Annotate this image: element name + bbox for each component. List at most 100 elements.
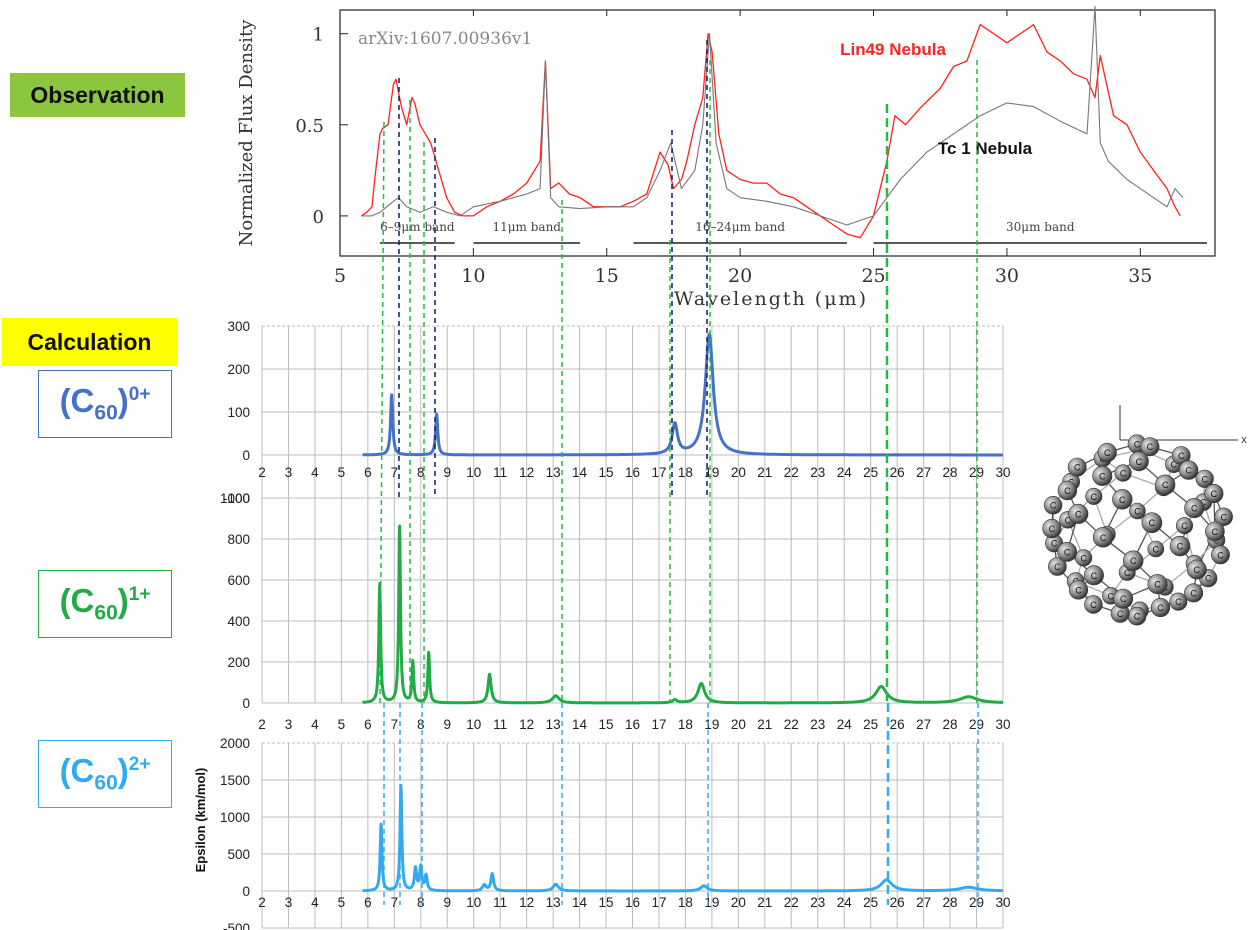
x-tick-label: 15 xyxy=(599,895,614,910)
mol-atom xyxy=(1112,489,1133,510)
mol-atom-label: C xyxy=(1190,588,1197,598)
obs-band-label: 11μm band xyxy=(492,220,561,234)
spectrum-c60-0plus xyxy=(361,332,1005,457)
x-tick-label: 5 xyxy=(338,895,346,910)
y-tick-label: -100 xyxy=(223,491,250,506)
mol-atom xyxy=(1205,521,1225,542)
x-tick-label: 27 xyxy=(916,465,931,480)
x-tick-label: 8 xyxy=(417,895,425,910)
mol-atom-label: C xyxy=(1074,463,1081,473)
mol-atom xyxy=(1084,595,1103,614)
y-tick-label: 400 xyxy=(227,614,250,629)
x-tick-label: 26 xyxy=(890,717,905,732)
x-tick-label: 21 xyxy=(757,895,772,910)
mol-atom-label: C xyxy=(1134,507,1141,517)
obs-x-tick-label: 10 xyxy=(461,265,485,287)
mol-atom xyxy=(1057,542,1078,562)
obs-series-lin49 xyxy=(360,23,1181,239)
x-tick-label: 20 xyxy=(731,895,746,910)
y-tick-label: 500 xyxy=(227,847,250,862)
mol-atom xyxy=(1129,451,1149,472)
mol-atom-label: C xyxy=(1124,568,1131,578)
x-tick-label: 26 xyxy=(890,895,905,910)
mol-atom-label: C xyxy=(1181,521,1188,531)
mol-atom xyxy=(1184,498,1205,519)
mol-atom-label: C xyxy=(1205,574,1212,584)
x-tick-label: 10 xyxy=(466,717,481,732)
mol-atom-label: C xyxy=(1149,518,1156,528)
mol-atom-label: C xyxy=(1104,448,1111,458)
c60-molecule: xCCCCCCCCCCCCCCCCCCCCCCCCCCCCCCCCCCCCCCC… xyxy=(1042,405,1247,626)
x-tick-label: 14 xyxy=(572,717,588,732)
x-tick-label: 19 xyxy=(704,717,719,732)
x-tick-label: 5 xyxy=(338,465,346,480)
x-tick-label: 6 xyxy=(364,465,372,480)
mol-atom-label: C xyxy=(1154,580,1161,590)
x-tick-label: 25 xyxy=(863,895,878,910)
x-tick-label: 19 xyxy=(704,465,719,480)
obs-band-label: 6–9μm band xyxy=(380,220,455,234)
obs-y-tick-label: 1 xyxy=(313,25,324,46)
obs-band-label: 30μm band xyxy=(1006,220,1075,234)
mol-atom-label: C xyxy=(1075,509,1082,519)
x-tick-label: 22 xyxy=(784,895,799,910)
x-tick-label: 30 xyxy=(995,895,1010,910)
x-tick-label: 25 xyxy=(863,717,878,732)
mol-atom-label: C xyxy=(1217,550,1224,560)
x-tick-label: 4 xyxy=(311,717,319,732)
legend-lin49: Lin49 Nebula xyxy=(840,40,946,59)
x-tick-label: 12 xyxy=(519,465,534,480)
x-tick-label: 8 xyxy=(417,717,425,732)
mol-atom-label: C xyxy=(1191,504,1198,514)
x-tick-label: 4 xyxy=(311,465,319,480)
x-tick-label: 7 xyxy=(391,717,399,732)
x-tick-label: 17 xyxy=(651,717,666,732)
mol-atom xyxy=(1067,457,1087,477)
mol-atom-label: C xyxy=(1134,439,1141,449)
x-tick-label: 28 xyxy=(943,717,958,732)
x-tick-label: 13 xyxy=(546,465,561,480)
mol-atom xyxy=(1083,565,1104,586)
obs-series-tc1 xyxy=(361,5,1184,226)
x-tick-label: 23 xyxy=(810,895,825,910)
x-tick-label: 23 xyxy=(810,465,825,480)
obs-x-tick-label: 15 xyxy=(595,265,619,287)
y-tick-label: 2000 xyxy=(220,736,250,751)
x-tick-label: 30 xyxy=(995,717,1010,732)
obs-x-tick-label: 5 xyxy=(334,265,346,287)
mol-atom xyxy=(1097,442,1117,463)
mol-atom-label: C xyxy=(1090,600,1097,610)
x-tick-label: 9 xyxy=(443,465,451,480)
species-c60-0plus: (C60)0+ xyxy=(38,370,172,438)
mol-atom-label: C xyxy=(1134,612,1141,622)
y-tick-label: 200 xyxy=(227,362,250,377)
mol-atom-label: C xyxy=(1080,553,1087,563)
x-tick-label: 2 xyxy=(258,895,266,910)
guide-line xyxy=(379,121,385,704)
x-tick-label: 15 xyxy=(599,465,614,480)
mol-atom xyxy=(1169,592,1188,611)
legend-tc1: Tc 1 Nebula xyxy=(938,139,1033,158)
y-tick-label: 0 xyxy=(242,696,250,711)
mol-atom xyxy=(1092,527,1114,548)
mol-atom xyxy=(1074,549,1093,567)
x-tick-label: 8 xyxy=(417,465,425,480)
y-tick-label: 1000 xyxy=(220,491,250,506)
x-tick-label: 3 xyxy=(285,895,293,910)
observation-label: Observation xyxy=(10,73,185,117)
x-tick-label: 27 xyxy=(916,895,931,910)
x-tick-label: 11 xyxy=(493,895,507,910)
x-tick-label: 9 xyxy=(443,717,451,732)
mol-atom xyxy=(1186,559,1207,580)
mol-atom xyxy=(1068,503,1089,524)
mol-atom xyxy=(1147,540,1165,558)
mol-atom xyxy=(1048,557,1067,576)
mol-atom xyxy=(1140,437,1160,457)
x-tick-label: 29 xyxy=(969,465,984,480)
species-c60-2plus: (C60)2+ xyxy=(38,740,172,808)
mol-atom xyxy=(1141,512,1163,534)
mol-atom-label: C xyxy=(1064,547,1071,557)
